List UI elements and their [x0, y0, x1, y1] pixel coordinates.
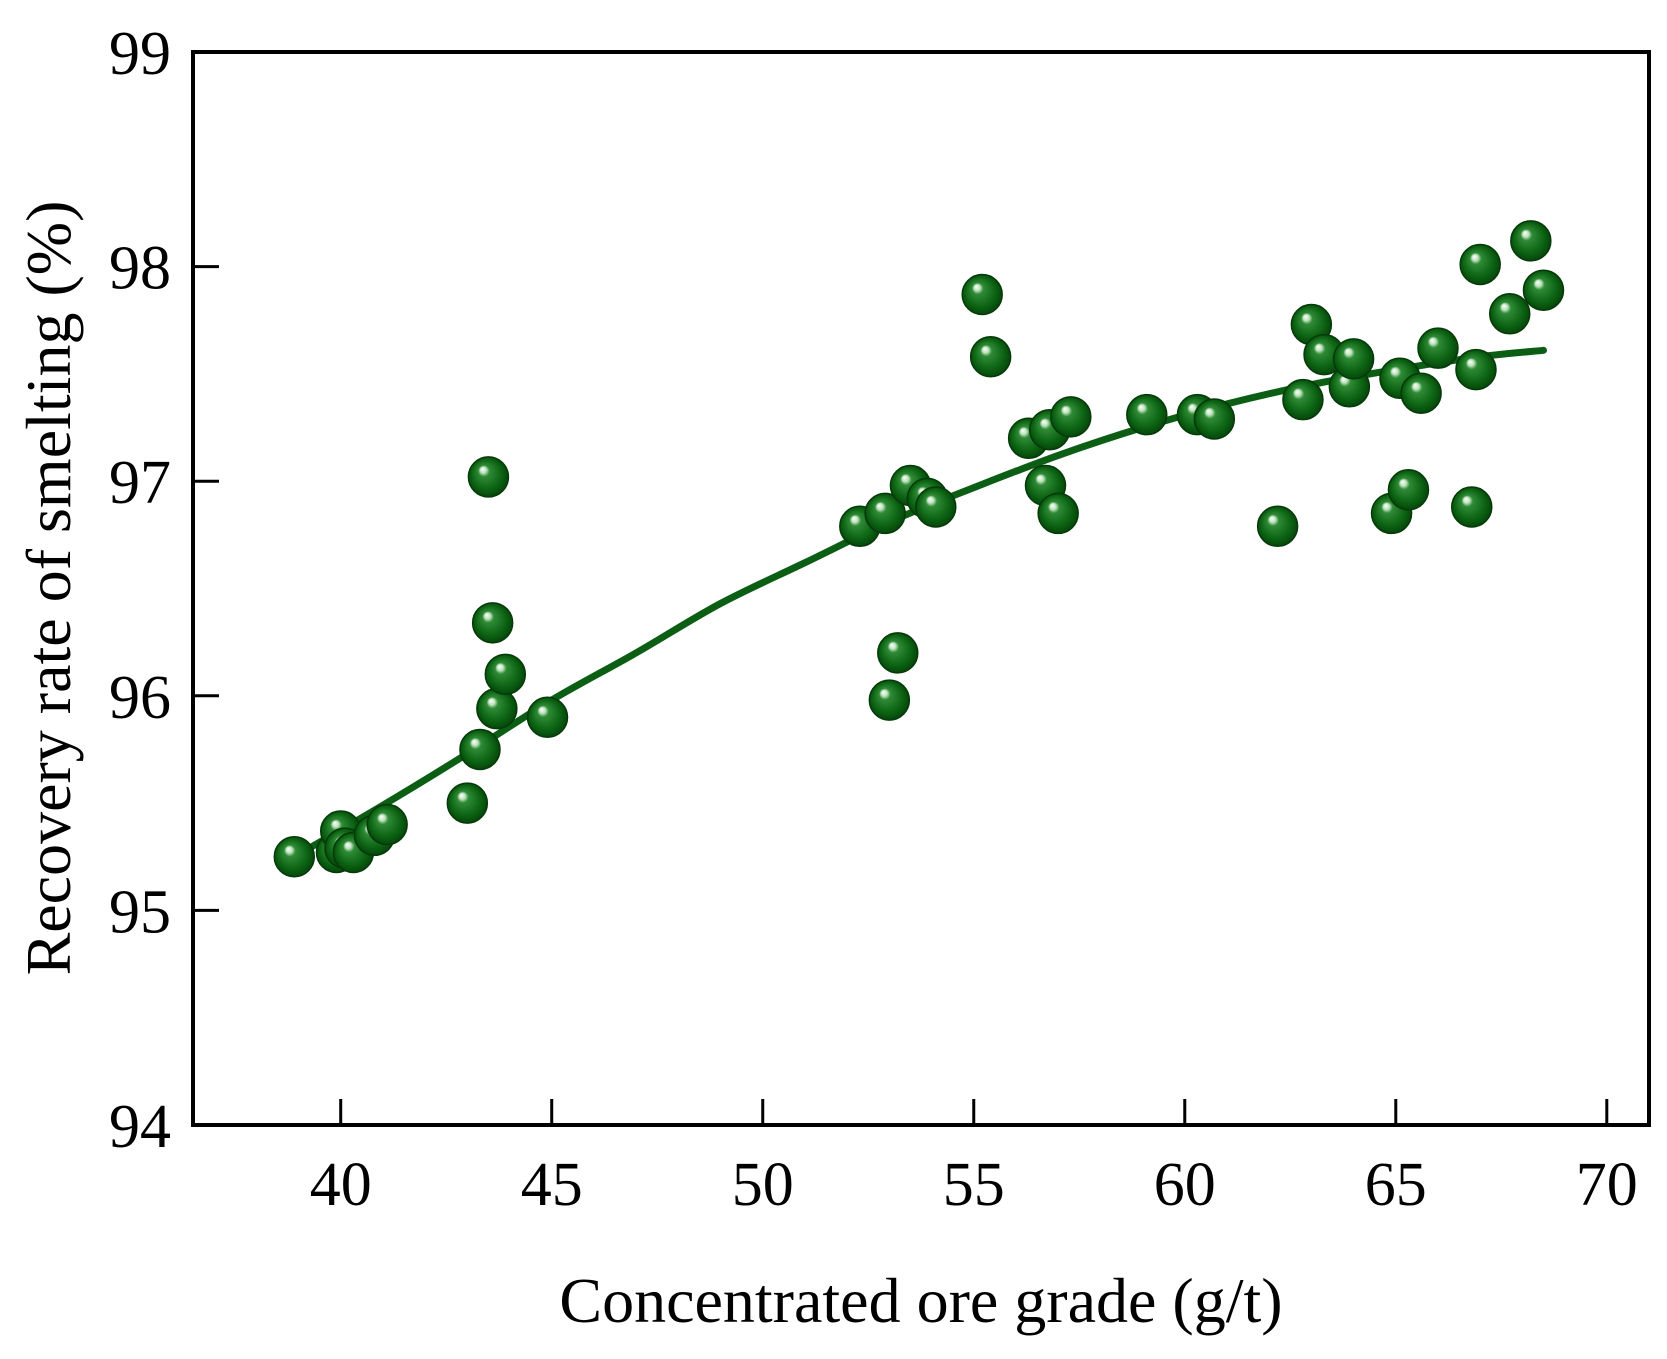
x-tick-label: 55: [943, 1151, 1005, 1219]
x-tick-label: 40: [310, 1151, 372, 1219]
data-point: [1282, 378, 1324, 421]
data-point: [1387, 469, 1430, 511]
data-point: [1400, 372, 1442, 414]
x-axis-ticks: 40 45 50 55 60 65 70: [310, 1099, 1638, 1219]
data-point: [471, 602, 514, 644]
data-point: [877, 632, 919, 674]
plot-frame: [191, 50, 1651, 1127]
y-tick-label: 95: [109, 878, 171, 946]
data-point: [1037, 492, 1079, 535]
data-point: [1450, 486, 1493, 528]
data-point: [969, 335, 1012, 378]
y-tick-label: 96: [109, 664, 171, 732]
data-point: [273, 836, 316, 878]
x-tick-label: 60: [1154, 1151, 1216, 1219]
x-tick-label: 50: [732, 1151, 794, 1219]
data-point: [467, 456, 510, 498]
data-point: [868, 679, 911, 721]
data-point: [1459, 243, 1501, 286]
data-point: [1522, 269, 1565, 311]
data-point: [864, 492, 906, 535]
data-point: [1332, 338, 1375, 380]
data-point: [915, 486, 957, 528]
data-point: [484, 653, 527, 696]
y-tick-label: 97: [109, 449, 171, 517]
data-points: [273, 220, 1565, 878]
data-point: [1455, 348, 1497, 391]
data-point: [476, 687, 518, 730]
data-point: [526, 696, 569, 739]
y-axis-title: Recovery rate of smelting (%): [13, 201, 84, 976]
y-tick-label: 94: [109, 1093, 171, 1161]
x-axis-title: Concentrated ore grade (g/t): [559, 1265, 1282, 1336]
data-point: [1126, 393, 1168, 436]
y-tick-label: 99: [109, 20, 171, 88]
data-point: [366, 803, 408, 846]
data-point: [1417, 327, 1459, 369]
y-tick-label: 98: [109, 235, 171, 303]
x-tick-label: 45: [521, 1151, 583, 1219]
data-point: [1488, 293, 1531, 335]
data-point: [1510, 220, 1552, 262]
fit-curve: [290, 346, 1547, 861]
data-point: [446, 782, 489, 824]
data-point: [1256, 505, 1299, 548]
x-tick-label: 65: [1365, 1151, 1427, 1219]
data-point: [1193, 398, 1236, 440]
y-axis-ticks: 94 95 96 97 98 99: [109, 20, 219, 1161]
data-point: [961, 273, 1003, 316]
data-point: [1050, 396, 1092, 438]
x-tick-label: 70: [1576, 1151, 1638, 1219]
data-point: [459, 728, 501, 771]
